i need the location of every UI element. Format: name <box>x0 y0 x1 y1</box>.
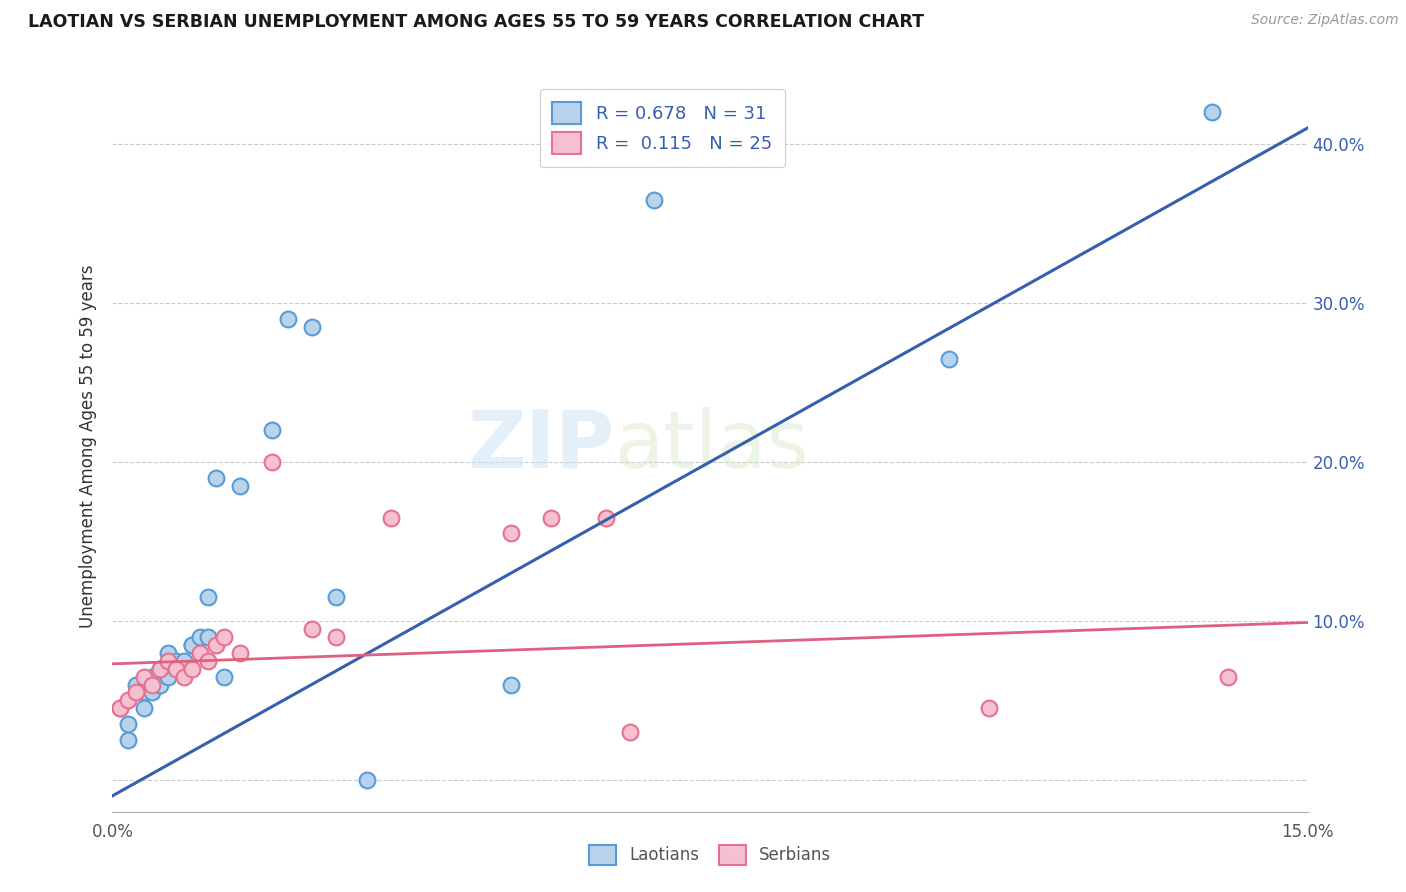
Point <box>197 630 219 644</box>
Point <box>157 646 180 660</box>
Point <box>205 638 228 652</box>
Point <box>181 662 204 676</box>
Point <box>165 654 187 668</box>
Text: atlas: atlas <box>614 407 808 485</box>
Point <box>499 526 522 541</box>
Point <box>212 630 235 644</box>
Point <box>197 590 219 604</box>
Point <box>643 193 665 207</box>
Point <box>173 654 195 668</box>
Point <box>125 685 148 699</box>
Point <box>212 669 235 683</box>
Point <box>260 423 283 437</box>
Point <box>260 455 283 469</box>
Legend: Laotians, Serbians: Laotians, Serbians <box>581 837 839 873</box>
Point <box>938 351 960 366</box>
Point <box>229 646 252 660</box>
Point <box>157 654 180 668</box>
Point <box>141 685 163 699</box>
Point <box>325 590 347 604</box>
Point <box>197 654 219 668</box>
Point <box>356 772 378 787</box>
Point <box>149 662 172 676</box>
Point <box>181 638 204 652</box>
Point <box>117 733 139 747</box>
Point <box>229 479 252 493</box>
Point <box>134 685 156 699</box>
Text: ZIP: ZIP <box>467 407 614 485</box>
Point <box>141 669 163 683</box>
Point <box>595 510 617 524</box>
Point <box>277 311 299 326</box>
Point <box>117 693 139 707</box>
Point <box>165 662 187 676</box>
Point <box>619 725 641 739</box>
Point <box>149 677 172 691</box>
Point <box>1216 669 1239 683</box>
Point <box>110 701 132 715</box>
Y-axis label: Unemployment Among Ages 55 to 59 years: Unemployment Among Ages 55 to 59 years <box>79 264 97 628</box>
Point <box>110 701 132 715</box>
Point <box>181 638 204 652</box>
Point <box>141 677 163 691</box>
Point <box>540 510 562 524</box>
Point <box>301 622 323 636</box>
Point <box>380 510 402 524</box>
Point <box>149 662 172 676</box>
Text: LAOTIAN VS SERBIAN UNEMPLOYMENT AMONG AGES 55 TO 59 YEARS CORRELATION CHART: LAOTIAN VS SERBIAN UNEMPLOYMENT AMONG AG… <box>28 13 924 31</box>
Point <box>188 630 211 644</box>
Point <box>205 471 228 485</box>
Point <box>188 646 211 660</box>
Point <box>173 669 195 683</box>
Point <box>301 319 323 334</box>
Point <box>134 701 156 715</box>
Point <box>1201 105 1223 120</box>
Point <box>977 701 1000 715</box>
Point <box>157 669 180 683</box>
Text: Source: ZipAtlas.com: Source: ZipAtlas.com <box>1251 13 1399 28</box>
Point <box>134 669 156 683</box>
Point <box>125 677 148 691</box>
Point <box>325 630 347 644</box>
Point <box>499 677 522 691</box>
Point <box>117 717 139 731</box>
